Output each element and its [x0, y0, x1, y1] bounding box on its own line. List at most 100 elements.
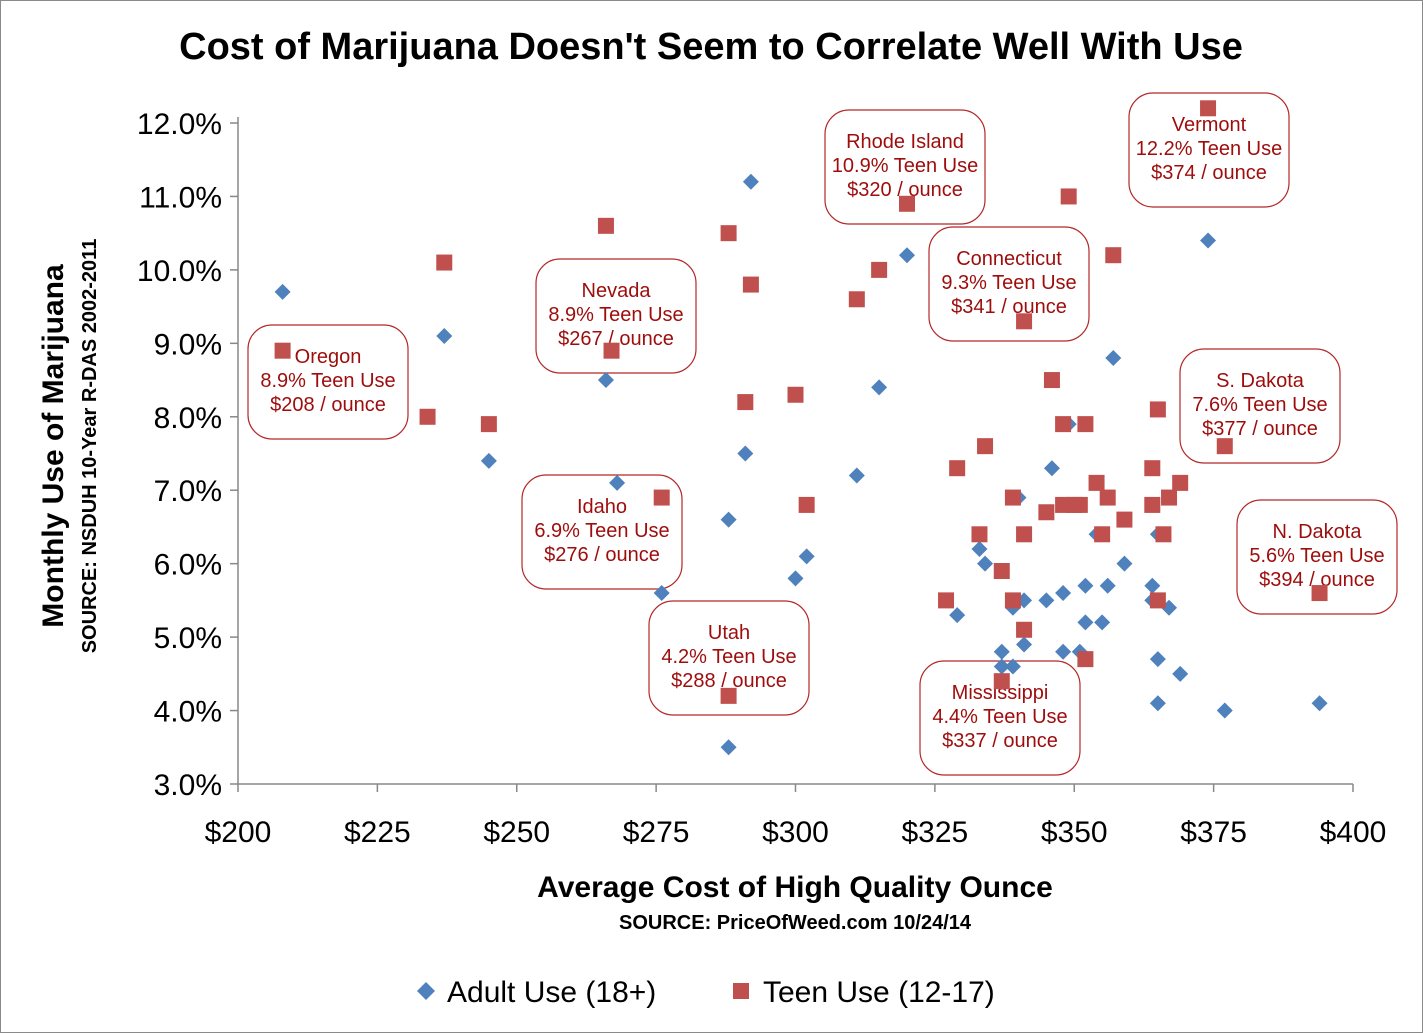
adult-use-point — [1055, 585, 1072, 602]
series-adult-use — [274, 173, 1328, 756]
annotation-box — [1179, 348, 1341, 464]
adult-use-point — [1311, 695, 1328, 712]
annotation-box — [521, 474, 683, 590]
y-tick-label: 3.0% — [154, 769, 222, 802]
y-tick-label: 5.0% — [154, 622, 222, 655]
x-tick-label: $375 — [1180, 816, 1247, 849]
annotation-box — [535, 258, 697, 374]
annotation-box — [928, 226, 1090, 342]
adult-use-point — [977, 555, 994, 572]
teen-use-point — [949, 460, 966, 477]
teen-use-point — [848, 291, 865, 308]
teen-use-point — [1060, 188, 1077, 205]
adult-use-point — [798, 548, 815, 565]
annotation-line: 4.2% Teen Use — [661, 646, 796, 668]
legend: Adult Use (18+) Teen Use (12-17) — [417, 976, 995, 1009]
adult-use-point — [1055, 643, 1072, 660]
legend-marker-teen — [733, 983, 749, 999]
adult-use-point — [1038, 592, 1055, 609]
teen-use-point — [603, 342, 620, 359]
teen-use-point — [1088, 474, 1105, 491]
annotation-line: $394 / ounce — [1259, 569, 1375, 591]
y-tick-label: 9.0% — [154, 328, 222, 361]
chart-title: Cost of Marijuana Doesn't Seem to Correl… — [179, 26, 1243, 68]
x-tick-label: $250 — [483, 816, 550, 849]
teen-use-point — [436, 254, 453, 271]
y-axis-source: SOURCE: NSDUH 10-Year R-DAS 2002-2011 — [79, 239, 101, 654]
teen-use-point — [787, 386, 804, 403]
x-tick-label: $225 — [344, 816, 411, 849]
adult-use-point — [1105, 350, 1122, 367]
adult-use-point — [1116, 555, 1133, 572]
teen-use-point — [1144, 496, 1161, 513]
adult-use-point — [742, 173, 759, 190]
annotation-line: Rhode Island — [846, 131, 964, 153]
teen-use-point — [993, 673, 1010, 690]
y-tick-label: 6.0% — [154, 549, 222, 582]
x-axis-source: SOURCE: PriceOfWeed.com 10/24/14 — [619, 912, 972, 934]
adult-use-point — [1172, 665, 1189, 682]
teen-use-point — [1172, 474, 1189, 491]
teen-use-point — [1144, 460, 1161, 477]
annotation-line: Utah — [708, 622, 750, 644]
x-tick-label: $300 — [762, 816, 829, 849]
annotation-line: 5.6% Teen Use — [1249, 545, 1384, 567]
teen-use-point — [1094, 526, 1111, 543]
adult-use-point — [971, 540, 988, 557]
annotation-line: N. Dakota — [1273, 521, 1363, 543]
adult-use-point — [1077, 614, 1094, 631]
y-tick-label: 8.0% — [154, 402, 222, 435]
annotation-line: $288 / ounce — [671, 670, 787, 692]
annotation-line: S. Dakota — [1216, 370, 1305, 392]
annotation-line: Connecticut — [956, 248, 1062, 270]
adult-use-point — [1016, 636, 1033, 653]
teen-use-point — [1311, 585, 1328, 602]
teen-use-point — [1216, 438, 1233, 455]
y-tick-labels: 3.0% 4.0% 5.0% 6.0% 7.0% 8.0% 9.0% 10.0% 11.0% 12… — [137, 108, 222, 802]
y-axis-label: Monthly Use of Marijuana — [37, 264, 70, 628]
teen-use-point — [737, 394, 754, 411]
teen-use-point — [1077, 651, 1094, 668]
teen-use-point — [419, 408, 436, 425]
adult-use-point — [737, 445, 754, 462]
annotation-line: 8.9% Teen Use — [548, 304, 683, 326]
adult-use-point — [720, 511, 737, 528]
teen-use-point — [798, 496, 815, 513]
annotation-line: 9.3% Teen Use — [941, 272, 1076, 294]
annotation-box — [824, 109, 986, 225]
teen-use-point — [1038, 504, 1055, 521]
teen-use-point — [938, 592, 955, 609]
annotation-line: $208 / ounce — [270, 394, 386, 416]
annotation-line: $320 / ounce — [847, 179, 963, 201]
annotation-line: 12.2% Teen Use — [1136, 138, 1282, 160]
adult-use-point — [597, 372, 614, 389]
legend-label-adult: Adult Use (18+) — [447, 976, 656, 1009]
legend-label-teen: Teen Use (12-17) — [763, 976, 995, 1009]
teen-use-point — [1043, 372, 1060, 389]
y-tick-label: 11.0% — [139, 181, 222, 214]
adult-use-point — [720, 739, 737, 756]
teen-use-point — [977, 438, 994, 455]
adult-use-point — [1149, 695, 1166, 712]
teen-use-point — [1099, 489, 1116, 506]
adult-use-point — [1200, 232, 1217, 249]
annotation-line: $337 / ounce — [942, 730, 1058, 752]
adult-use-point — [480, 452, 497, 469]
annotation-line: Nevada — [582, 280, 652, 302]
adult-use-point — [787, 570, 804, 587]
teen-use-point — [720, 225, 737, 242]
annotation-box — [1236, 499, 1398, 615]
annotation-line: $374 / ounce — [1151, 162, 1267, 184]
adult-use-point — [993, 658, 1010, 675]
